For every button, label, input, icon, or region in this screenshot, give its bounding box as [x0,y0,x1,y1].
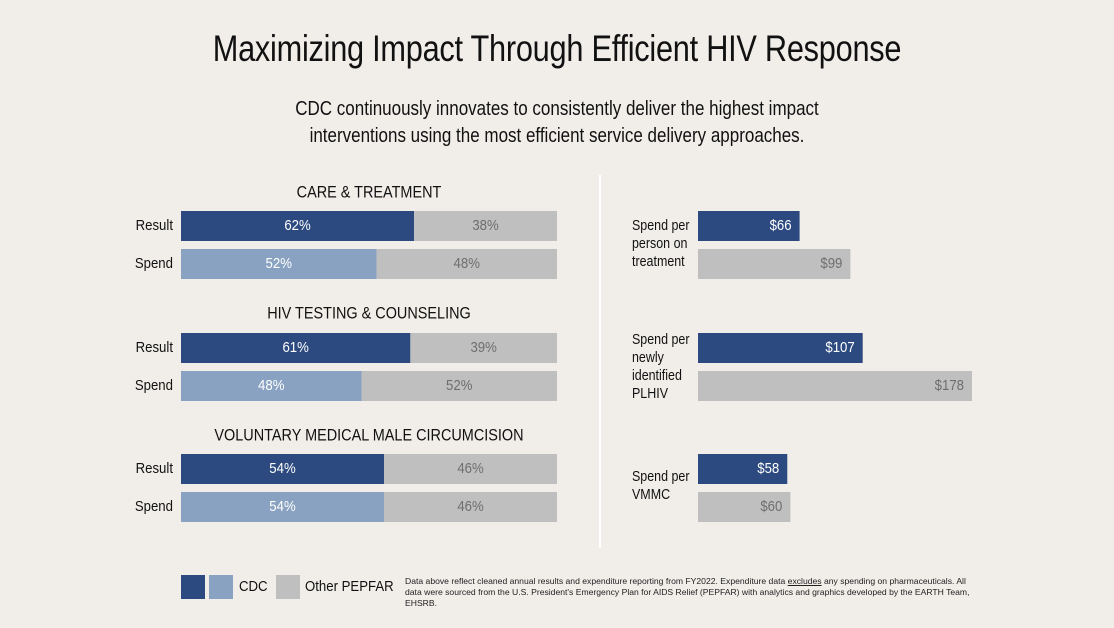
cost-group-2-label-line-3: identified [632,367,682,383]
footnote-text-underlined: excludes [787,576,822,586]
panel-3-spend-cdc-bar [181,492,385,522]
footnote: Data above reflect cleaned annual result… [405,576,975,609]
panel-1-result-cdc-bar [181,211,415,241]
cost-group-2-other-bar [698,371,972,401]
panel-1-result-other-value: 38% [472,216,499,233]
cost-group-3-other-bar [698,492,791,522]
subtitle-line-1: CDC continuously innovates to consistent… [295,98,819,120]
panel-3-spend-other-bar [384,492,557,522]
subtitle: CDC continuously innovates to consistent… [84,96,1031,150]
cost-group-3-other-value: $60 [760,497,782,514]
panel-1-title: CARE & TREATMENT [297,183,442,201]
panel-3-spend-other-value: 46% [457,497,484,514]
panel-2-spend-other-bar [361,371,557,401]
cost-group-2-label-line-4: PLHIV [632,385,668,401]
legend-cdc-label: CDC [239,577,268,594]
panel-3-result-other-value: 46% [457,459,484,476]
panel-2-result-other-value: 39% [470,338,497,355]
cost-group-1-label-line-1: Spend per [632,217,690,233]
subtitle-line-2: interventions using the most efficient s… [309,125,805,147]
cost-group-1-cdc-bar [698,211,800,241]
panel-divider [599,175,601,548]
panel-1-result-cdc-value: 62% [284,216,311,233]
footnote-text-after: any spending on pharmaceuticals. All dat… [405,576,970,608]
legend-cdc-spend-swatch [209,575,233,599]
cost-group-3-cdc-bar [698,454,788,484]
legend-other-label: Other PEPFAR [305,577,394,594]
footnote-text-before: Data above reflect cleaned annual result… [405,576,788,586]
cost-group-2-label-line-1: Spend per [632,331,690,347]
panel-3-spend-label: Spend [135,497,173,514]
panel-2-result-cdc-bar [181,333,411,363]
cost-group-2-label-line-2: newly [632,349,664,365]
panel-3-result-other-bar [384,454,557,484]
cost-group-3-label-line-1: Spend per [632,468,690,484]
panel-2-result-label: Result [136,338,173,355]
cost-group-3-label-line-2: VMMC [632,486,670,502]
panel-1-result-other-bar [414,211,557,241]
panel-2-spend-other-value: 52% [446,376,473,393]
page-title: Maximizing Impact Through Efficient HIV … [212,28,902,69]
panel-3-spend-cdc-value: 54% [269,497,296,514]
panel-2-title: HIV TESTING & COUNSELING [267,304,471,322]
panel-3-result-label: Result [136,459,173,476]
panel-2-result-cdc-value: 61% [282,338,309,355]
panel-3-result-cdc-value: 54% [269,459,296,476]
cost-group-1-other-bar [698,249,851,279]
cost-group-1-label-line-2: person on [632,235,687,251]
cost-group-1-label-line-3: treatment [632,253,685,269]
cost-group-2-cdc-value: $107 [825,338,854,355]
cost-group-1-cdc-value: $66 [770,216,792,233]
panel-2-spend-cdc-value: 48% [258,376,285,393]
legend-other-swatch [276,575,300,599]
panel-3-title: VOLUNTARY MEDICAL MALE CIRCUMCISION [214,426,523,444]
panel-2-spend-label: Spend [135,376,173,393]
legend-cdc-result-swatch [181,575,205,599]
panel-1-spend-label: Spend [135,254,173,271]
cost-group-2-other-value: $178 [935,376,964,393]
cost-group-1-other-value: $99 [820,254,842,271]
panel-3-result-cdc-bar [181,454,385,484]
cost-group-2-cdc-bar [698,333,863,363]
panel-2-spend-cdc-bar [181,371,362,401]
panel-1-spend-cdc-value: 52% [266,254,293,271]
cost-group-3-cdc-value: $58 [757,459,779,476]
panel-1-spend-cdc-bar [181,249,377,279]
panel-1-spend-other-bar [376,249,557,279]
panel-2-result-other-bar [410,333,557,363]
panel-1-result-label: Result [136,216,173,233]
panel-1-spend-other-value: 48% [454,254,481,271]
